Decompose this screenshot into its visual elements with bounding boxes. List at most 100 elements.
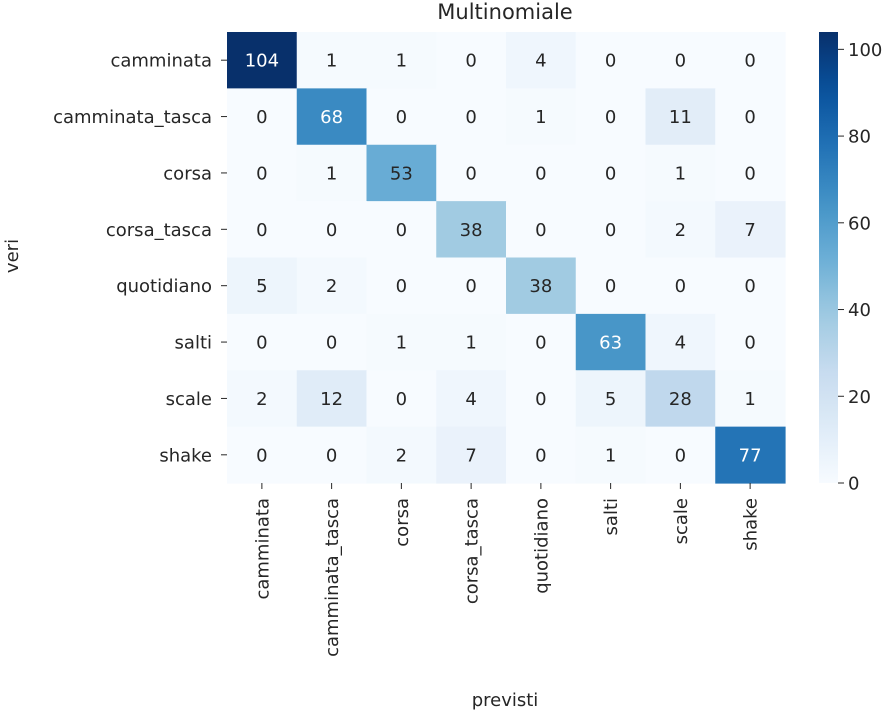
cell-value-label: 0 xyxy=(605,220,616,241)
heatmap-cell xyxy=(227,313,298,371)
heatmap-cell xyxy=(366,426,437,484)
cell-value-label: 2 xyxy=(256,389,267,410)
heatmap-cell xyxy=(227,144,298,202)
cell-value-label: 0 xyxy=(535,389,546,410)
colorbar-tick-label: 40 xyxy=(848,300,871,321)
cell-value-label: 0 xyxy=(535,163,546,184)
cell-value-label: 77 xyxy=(739,445,762,466)
x-tick-label: camminata xyxy=(252,498,273,600)
heatmap-cell xyxy=(436,32,507,89)
heatmap-cell xyxy=(645,88,716,146)
cell-value-label: 12 xyxy=(320,389,343,410)
heatmap-cell xyxy=(227,370,298,428)
cell-value-label: 0 xyxy=(744,333,755,354)
y-tick-label: shake xyxy=(159,445,212,466)
x-tick-label: quotidiano xyxy=(531,498,552,594)
heatmap-cell xyxy=(506,426,577,484)
heatmap-cell xyxy=(296,370,368,428)
y-tick-label: salti xyxy=(175,333,212,354)
cell-value-label: 38 xyxy=(529,276,552,297)
cell-value-label: 0 xyxy=(256,333,267,354)
heatmap-cell xyxy=(366,257,437,315)
heatmap-cell xyxy=(575,201,647,259)
cell-value-label: 0 xyxy=(605,51,616,72)
colorbar xyxy=(819,32,838,483)
heatmap-cell xyxy=(715,201,786,259)
heatmap-cell xyxy=(366,32,437,89)
heatmap-cell xyxy=(715,32,786,89)
colorbar-tick-label: 100 xyxy=(848,40,882,61)
cell-value-label: 0 xyxy=(256,445,267,466)
cell-value-label: 0 xyxy=(675,51,686,72)
heatmap-cell xyxy=(366,201,437,259)
heatmap-cell xyxy=(506,32,577,89)
heatmap-cell xyxy=(645,370,716,428)
cell-value-label: 0 xyxy=(326,333,337,354)
cell-value-label: 5 xyxy=(256,276,267,297)
cell-value-label: 0 xyxy=(605,276,616,297)
y-tick-label: scale xyxy=(166,389,212,410)
x-tick-label: corsa_tasca xyxy=(462,498,483,604)
y-tick-label: corsa xyxy=(163,163,212,184)
heatmap-cell xyxy=(715,257,786,315)
heatmap-cell xyxy=(645,201,716,259)
cell-value-label: 0 xyxy=(256,107,267,128)
heatmap-cell xyxy=(506,88,577,146)
cell-value-label: 1 xyxy=(465,333,476,354)
heatmap-cell xyxy=(436,313,507,371)
x-axis-ticks: camminata camminata_tasca corsa corsa_tasca… xyxy=(252,483,762,657)
heatmap-cell xyxy=(506,313,577,371)
heatmap-cell xyxy=(575,257,647,315)
heatmap-cell xyxy=(645,426,716,484)
cell-value-label: 0 xyxy=(535,220,546,241)
cell-value-label: 7 xyxy=(465,445,476,466)
cell-value-label: 0 xyxy=(465,51,476,72)
cell-value-label: 0 xyxy=(744,107,755,128)
cell-value-label: 0 xyxy=(675,276,686,297)
heatmap-cell xyxy=(436,201,507,259)
heatmap-cell xyxy=(436,426,507,484)
heatmap-cell xyxy=(645,257,716,315)
heatmap-cell xyxy=(296,88,368,146)
heatmap-cell xyxy=(296,257,368,315)
cell-value-label: 1 xyxy=(396,333,407,354)
cell-value-label: 1 xyxy=(396,51,407,72)
cell-value-label: 0 xyxy=(465,107,476,128)
heatmap-cell xyxy=(645,144,716,202)
cell-value-label: 0 xyxy=(465,163,476,184)
cell-value-label: 38 xyxy=(460,220,483,241)
cell-value-label: 0 xyxy=(326,445,337,466)
heatmap-cells xyxy=(227,32,786,484)
heatmap-cell xyxy=(296,144,368,202)
cell-value-label: 2 xyxy=(396,445,407,466)
cell-value-label: 0 xyxy=(535,445,546,466)
heatmap-cell xyxy=(715,426,786,484)
cell-value-label: 0 xyxy=(326,220,337,241)
heatmap-cell xyxy=(575,88,647,146)
colorbar-tick-label: 20 xyxy=(848,387,871,408)
cell-value-label: 1 xyxy=(326,51,337,72)
colorbar-tick-label: 80 xyxy=(848,127,871,148)
heatmap-cell xyxy=(506,144,577,202)
cell-value-label: 0 xyxy=(675,445,686,466)
y-tick-label: quotidiano xyxy=(116,276,212,297)
heatmap-cell-labels: 104 1 1 0 4 0 0 00 68 0 0 1 0 11 00 1 53 0 0 0 1 00 0 0 38 0 0 2 75 2… xyxy=(245,51,762,467)
heatmap-cell xyxy=(366,88,437,146)
cell-value-label: 0 xyxy=(256,163,267,184)
heatmap-cell xyxy=(366,313,437,371)
cell-value-label: 4 xyxy=(465,389,476,410)
y-axis-label: veri xyxy=(2,239,23,273)
cell-value-label: 63 xyxy=(599,333,622,354)
heatmap-cell xyxy=(227,88,298,146)
colorbar-ticks: 0 20 40 60 80 100 xyxy=(838,40,882,495)
cell-value-label: 0 xyxy=(744,276,755,297)
heatmap-cell xyxy=(575,144,647,202)
x-tick-label: shake xyxy=(741,498,762,551)
cell-value-label: 0 xyxy=(396,389,407,410)
heatmap-cell xyxy=(575,426,647,484)
heatmap-cell xyxy=(227,32,298,89)
colorbar-tick-label: 60 xyxy=(848,213,871,234)
x-tick-label: scale xyxy=(671,498,692,544)
